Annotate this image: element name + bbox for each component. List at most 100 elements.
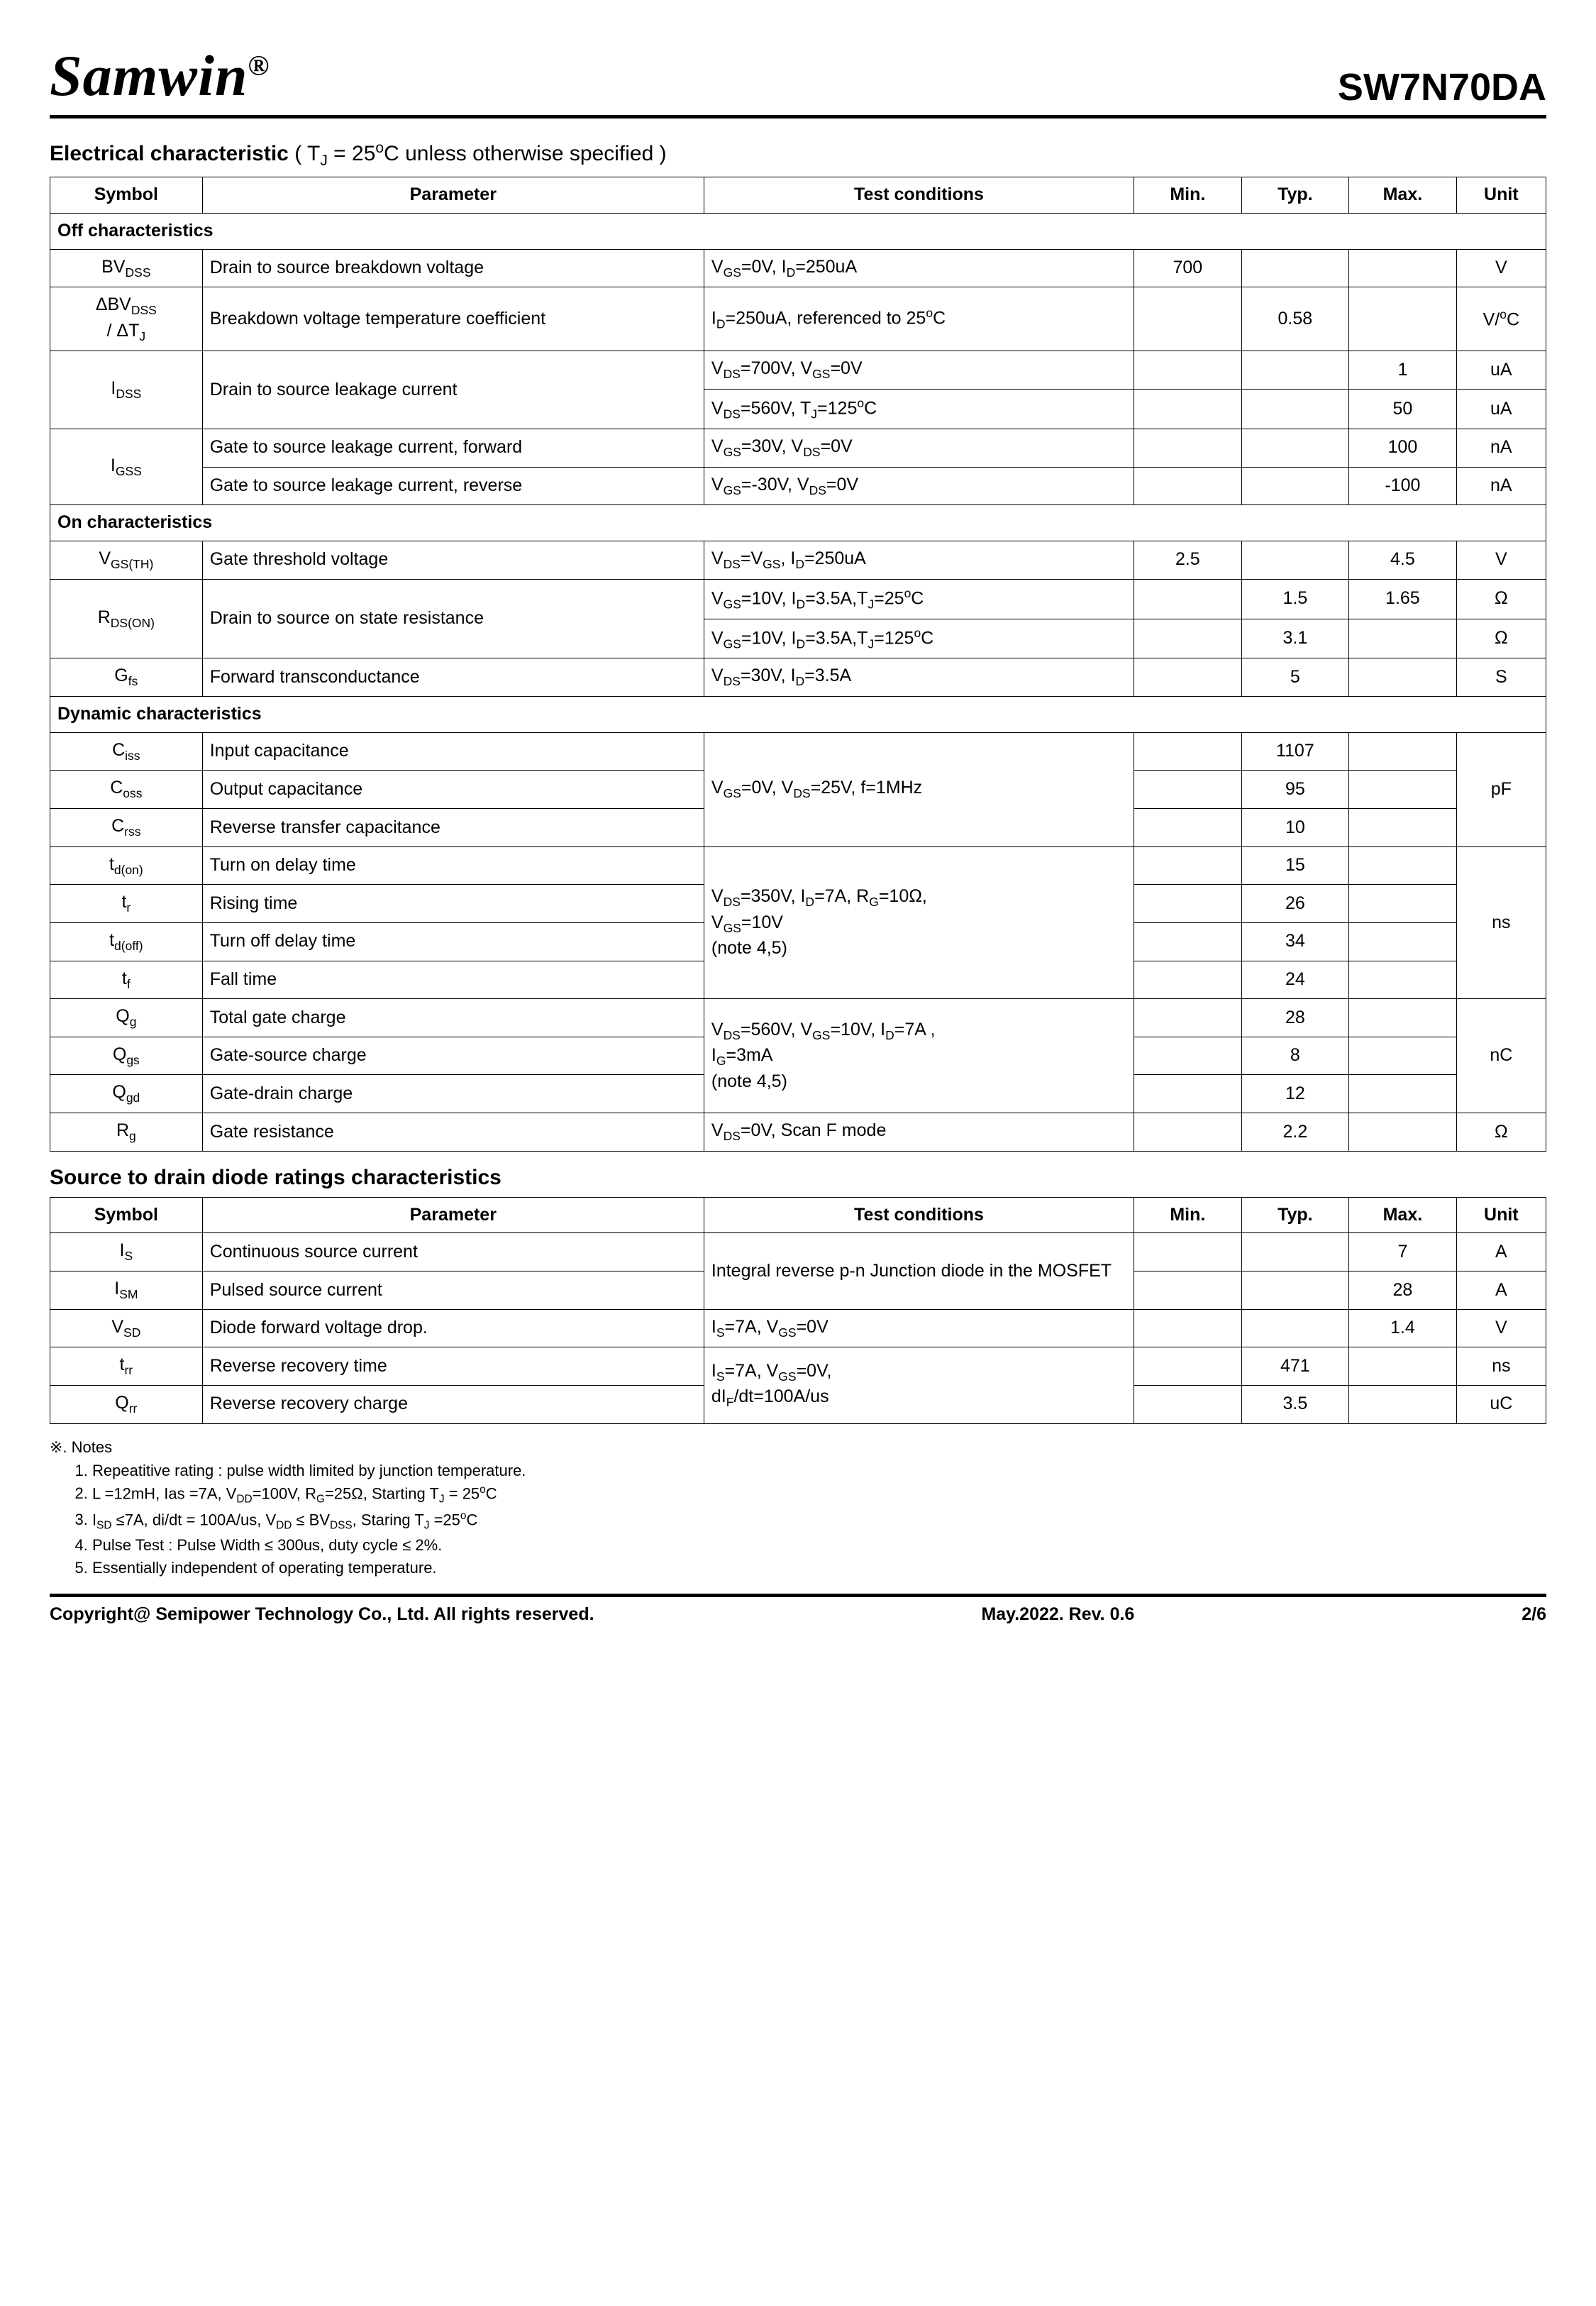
typ-cell (1241, 351, 1349, 390)
notes-list: Repeatitive rating : pulse width limited… (92, 1460, 1546, 1578)
registered-icon: ® (248, 50, 270, 82)
param-cell: Gate threshold voltage (202, 541, 704, 579)
unit-cell: V/oC (1456, 287, 1546, 351)
typ-cell (1241, 1271, 1349, 1310)
note-item: L =12mH, Ias =7A, VDD=100V, RG=25Ω, Star… (92, 1483, 1546, 1508)
min-cell (1134, 1037, 1242, 1075)
subheader-label: Dynamic characteristics (50, 697, 1546, 733)
min-cell (1134, 619, 1242, 658)
typ-cell (1241, 390, 1349, 429)
dynamic-characteristics-header: Dynamic characteristics (50, 697, 1546, 733)
table-row: VSD Diode forward voltage drop. IS=7A, V… (50, 1309, 1546, 1347)
min-cell (1134, 999, 1242, 1037)
notes-section: ※. Notes Repeatitive rating : pulse widt… (50, 1437, 1546, 1579)
table-row: RDS(ON) Drain to source on state resista… (50, 579, 1546, 619)
table-row: Qg Total gate charge VDS=560V, VGS=10V, … (50, 999, 1546, 1037)
page-number: 2/6 (1522, 1604, 1546, 1625)
cond-cell: VGS=0V, ID=250uA (704, 249, 1134, 287)
param-cell: Drain to source breakdown voltage (202, 249, 704, 287)
max-cell (1349, 771, 1457, 809)
unit-cell: S (1456, 658, 1546, 697)
col-min: Min. (1134, 177, 1242, 214)
table-row: IGSS Gate to source leakage current, for… (50, 429, 1546, 467)
table-row: trr Reverse recovery time IS=7A, VGS=0V,… (50, 1347, 1546, 1386)
brand-text: Samwin (50, 43, 248, 108)
max-cell: 7 (1349, 1233, 1457, 1271)
symbol-cell: Coss (50, 771, 203, 809)
min-cell (1134, 885, 1242, 923)
symbol-cell: BVDSS (50, 249, 203, 287)
col-unit: Unit (1456, 177, 1546, 214)
symbol-cell: IDSS (50, 351, 203, 429)
unit-cell: nC (1456, 999, 1546, 1113)
typ-cell: 1107 (1241, 732, 1349, 771)
electrical-characteristic-table: Symbol Parameter Test conditions Min. Ty… (50, 177, 1546, 1152)
table-header-row: Symbol Parameter Test conditions Min. Ty… (50, 1197, 1546, 1233)
brand-logo: Samwin® (50, 43, 270, 109)
max-cell (1349, 846, 1457, 885)
typ-cell: 10 (1241, 809, 1349, 847)
max-cell: 50 (1349, 390, 1457, 429)
page-header: Samwin® SW7N70DA (50, 43, 1546, 118)
typ-cell: 3.1 (1241, 619, 1349, 658)
param-cell: Forward transconductance (202, 658, 704, 697)
symbol-cell: Qgs (50, 1037, 203, 1075)
param-cell: Drain to source on state resistance (202, 579, 704, 658)
symbol-cell: Crss (50, 809, 203, 847)
typ-cell: 95 (1241, 771, 1349, 809)
min-cell (1134, 732, 1242, 771)
symbol-cell: RDS(ON) (50, 579, 203, 658)
typ-cell (1241, 249, 1349, 287)
min-cell (1134, 287, 1242, 351)
cond-cell: IS=7A, VGS=0V (704, 1309, 1134, 1347)
min-cell (1134, 1309, 1242, 1347)
typ-cell: 2.2 (1241, 1113, 1349, 1152)
max-cell (1349, 809, 1457, 847)
max-cell: 4.5 (1349, 541, 1457, 579)
title-condition: ( TJ = 25oC unless otherwise specified ) (289, 142, 667, 165)
cond-cell: VDS=VGS, ID=250uA (704, 541, 1134, 579)
param-cell: Rising time (202, 885, 704, 923)
max-cell (1349, 732, 1457, 771)
symbol-cell: VGS(TH) (50, 541, 203, 579)
table-row: ΔBVDSS/ ΔTJ Breakdown voltage temperatur… (50, 287, 1546, 351)
col-parameter: Parameter (202, 1197, 704, 1233)
min-cell (1134, 467, 1242, 505)
symbol-cell: Qgd (50, 1075, 203, 1113)
max-cell: 1.65 (1349, 579, 1457, 619)
max-cell (1349, 249, 1457, 287)
cond-cell: VGS=10V, ID=3.5A,TJ=125oC (704, 619, 1134, 658)
table-header-row: Symbol Parameter Test conditions Min. Ty… (50, 177, 1546, 214)
cond-cell: VGS=30V, VDS=0V (704, 429, 1134, 467)
min-cell (1134, 771, 1242, 809)
cond-cell: VGS=-30V, VDS=0V (704, 467, 1134, 505)
symbol-cell: IS (50, 1233, 203, 1271)
symbol-cell: Gfs (50, 658, 203, 697)
param-cell: Input capacitance (202, 732, 704, 771)
col-parameter: Parameter (202, 177, 704, 214)
note-item: Repeatitive rating : pulse width limited… (92, 1460, 1546, 1482)
param-cell: Diode forward voltage drop. (202, 1309, 704, 1347)
min-cell (1134, 429, 1242, 467)
title-bold: Electrical characteristic (50, 142, 289, 165)
symbol-cell: ΔBVDSS/ ΔTJ (50, 287, 203, 351)
typ-cell: 8 (1241, 1037, 1349, 1075)
min-cell (1134, 1233, 1242, 1271)
cond-cell: VGS=10V, ID=3.5A,TJ=25oC (704, 579, 1134, 619)
unit-cell: nA (1456, 467, 1546, 505)
cond-cell: VDS=350V, ID=7A, RG=10Ω,VGS=10V(note 4,5… (704, 846, 1134, 999)
cond-cell: VDS=700V, VGS=0V (704, 351, 1134, 390)
typ-cell (1241, 429, 1349, 467)
diode-ratings-table: Symbol Parameter Test conditions Min. Ty… (50, 1197, 1546, 1424)
param-cell: Pulsed source current (202, 1271, 704, 1310)
max-cell (1349, 885, 1457, 923)
param-cell: Breakdown voltage temperature coefficien… (202, 287, 704, 351)
param-cell: Reverse recovery time (202, 1347, 704, 1386)
on-characteristics-header: On characteristics (50, 505, 1546, 541)
param-cell: Output capacitance (202, 771, 704, 809)
table-row: Rg Gate resistance VDS=0V, Scan F mode 2… (50, 1113, 1546, 1152)
typ-cell: 3.5 (1241, 1385, 1349, 1423)
revision-text: May.2022. Rev. 0.6 (981, 1604, 1134, 1625)
param-cell: Gate-drain charge (202, 1075, 704, 1113)
unit-cell: Ω (1456, 619, 1546, 658)
